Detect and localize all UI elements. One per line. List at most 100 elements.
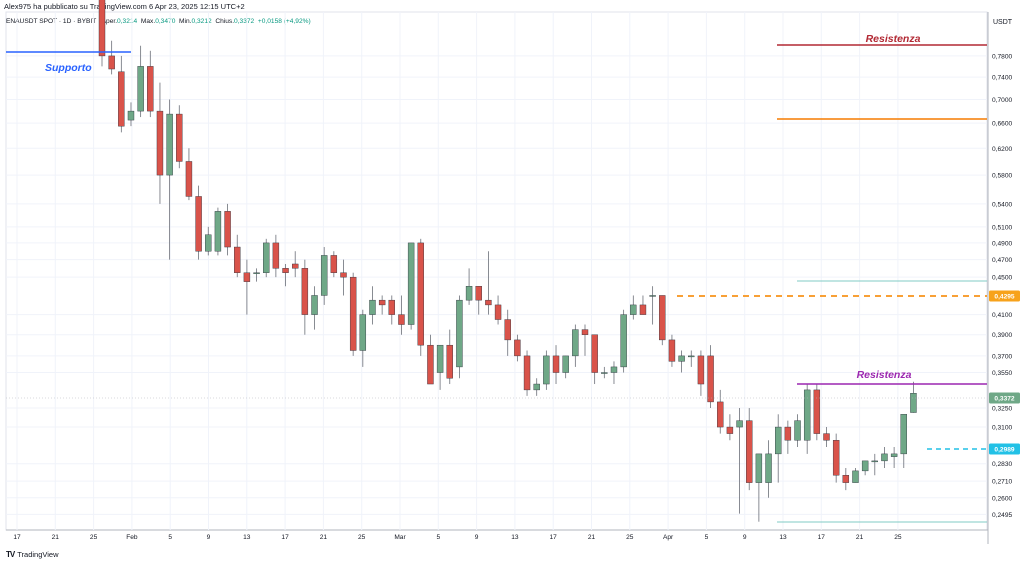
candle [746, 408, 753, 491]
candle-body [234, 246, 241, 273]
candle [591, 334, 598, 385]
candle-body [118, 71, 125, 127]
candle-body [494, 304, 502, 320]
price-tag-orange-text: 0,4295 [994, 294, 1015, 301]
candle [736, 408, 743, 514]
time-tick-label: 17 [281, 534, 289, 541]
candle [224, 203, 231, 256]
candle-body [388, 299, 395, 315]
candle [861, 460, 869, 476]
high-value: 0,3470 [155, 18, 176, 25]
candle [649, 286, 656, 325]
candle [552, 345, 560, 385]
candle [147, 50, 154, 118]
candle [890, 447, 898, 468]
candle [253, 268, 260, 282]
price-tag-orange: 0,4295 [989, 290, 1020, 302]
candle [398, 295, 405, 335]
candle [572, 324, 579, 367]
candle [446, 329, 453, 385]
time-tick-label: 9 [207, 534, 211, 541]
price-tick-label: 0,6600 [992, 121, 1013, 128]
tradingview-footer[interactable]: TV TradingView [6, 550, 59, 559]
candle [214, 207, 222, 256]
price-tick-label: 0,2830 [992, 461, 1013, 468]
time-tick-label: 25 [894, 534, 902, 541]
candle-body [243, 272, 251, 282]
candle-body [320, 255, 328, 296]
candle [417, 238, 424, 356]
candle-body [639, 304, 647, 315]
candle [243, 259, 251, 315]
candle [910, 381, 917, 413]
time-tick-label: 21 [588, 534, 596, 541]
candle [349, 272, 357, 356]
time-tick-label: Apr [663, 534, 674, 541]
candle [881, 447, 888, 468]
candle-body [775, 426, 782, 455]
price-tag-last: 0,3372 [989, 392, 1020, 404]
low-value: 0,3212 [191, 18, 212, 25]
symbol-name[interactable]: ENAUSDT SPOT · 1D · BYBIT [6, 18, 97, 25]
candle [156, 82, 164, 204]
candle-body [292, 263, 299, 269]
candle-body [156, 110, 164, 176]
candle [803, 384, 811, 454]
candle-body [523, 355, 531, 391]
candle-body [852, 470, 859, 483]
candle [823, 427, 830, 448]
time-tick-label: 25 [90, 534, 98, 541]
annotation-resistenza-purple: Resistenza [857, 369, 912, 381]
candle-body [572, 329, 579, 357]
candle-body [214, 211, 222, 252]
candle-body [98, 0, 106, 57]
candle-body [504, 319, 511, 341]
candle [330, 251, 338, 278]
candle-body [823, 433, 830, 441]
candle-body [465, 286, 473, 301]
price-tick-label: 0,2600 [992, 495, 1013, 502]
candle-body [456, 299, 463, 368]
candle [678, 350, 685, 373]
candle-body [803, 389, 811, 441]
candle-body [765, 453, 772, 483]
candle-body [649, 295, 656, 297]
candle [514, 334, 521, 362]
price-tick-label: 0,3700 [992, 353, 1013, 360]
candle-body [340, 272, 347, 278]
candle [543, 350, 550, 390]
price-tick-label: 0,4900 [992, 240, 1013, 247]
candle [852, 467, 859, 483]
time-tick-label: 9 [743, 534, 747, 541]
candle-body [108, 55, 115, 70]
candle-body [147, 66, 154, 112]
candle [369, 286, 376, 325]
time-tick-label: 21 [856, 534, 864, 541]
candle [494, 295, 502, 325]
candle-body [659, 295, 666, 341]
candle-body [436, 344, 444, 373]
candle [533, 378, 540, 396]
candle [98, 0, 106, 67]
candle [871, 453, 878, 476]
close-value: 0,3372 [234, 18, 255, 25]
candle [234, 234, 241, 278]
candle-body [910, 393, 917, 413]
price-tag-cyan-bg [989, 443, 1020, 455]
candle-body [717, 401, 724, 428]
candle-body [195, 196, 202, 252]
time-tick-label: 9 [475, 534, 479, 541]
price-tick-label: 0,4100 [992, 312, 1013, 319]
candle-body [514, 339, 521, 357]
candle [388, 295, 395, 325]
candle-body [272, 242, 280, 269]
annotation-resistenza-red: Resistenza [866, 33, 921, 45]
candle [668, 334, 676, 367]
candle-body [746, 420, 753, 483]
price-tick-label: 0,2710 [992, 479, 1013, 486]
candle [292, 251, 299, 278]
candle [205, 226, 212, 256]
candle-body [832, 440, 840, 476]
price-tag-last-bg [989, 392, 1020, 404]
